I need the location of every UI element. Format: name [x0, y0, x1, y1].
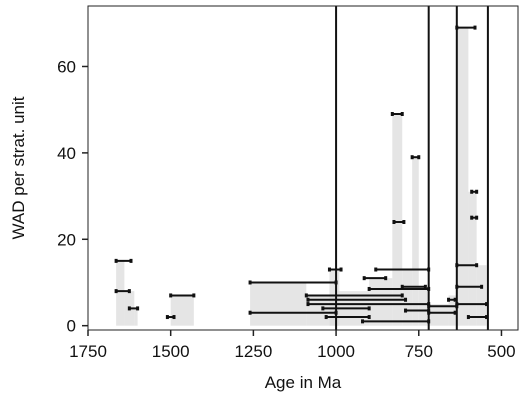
tick-layer: 1750 1500 1250 1000 750 500 0 20 40 60	[57, 57, 516, 361]
y-tick-label: 40	[57, 144, 76, 163]
interval-cap	[306, 302, 310, 307]
interval-cap	[400, 112, 404, 116]
shade-bar	[392, 114, 403, 326]
interval-cap	[455, 304, 459, 309]
x-tick-label: 500	[487, 342, 515, 361]
interval-cap	[475, 263, 479, 268]
interval-cap	[427, 308, 431, 313]
shade-bar	[329, 269, 340, 326]
interval-cap	[367, 315, 371, 320]
shade-bar	[468, 191, 477, 326]
shade-bar	[418, 286, 429, 326]
interval-cap	[402, 220, 406, 224]
interval-cap	[475, 189, 479, 194]
interval-cap	[339, 267, 343, 272]
interval-cap	[485, 315, 489, 320]
interval-cap	[390, 112, 394, 116]
interval-cap	[427, 286, 431, 291]
y-tick-label: 20	[57, 230, 76, 249]
interval-cap	[304, 293, 308, 298]
interval-cap	[306, 297, 310, 302]
interval-cap	[327, 267, 331, 272]
interval-cap	[453, 297, 457, 302]
shade-bar	[369, 278, 393, 326]
interval-cap	[447, 297, 451, 302]
x-tick-label: 750	[405, 342, 433, 361]
x-tick-label: 1500	[152, 342, 190, 361]
interval-cap	[427, 267, 431, 272]
interval-cap	[455, 284, 459, 289]
interval-cap	[473, 25, 477, 30]
interval-cap	[172, 315, 176, 320]
shade-bar	[170, 295, 194, 326]
interval-cap	[114, 289, 118, 294]
interval-cap	[417, 155, 421, 160]
y-tick-label: 0	[67, 317, 76, 336]
interval-cap	[334, 310, 338, 315]
interval-cap	[485, 302, 489, 307]
interval-layer	[114, 25, 489, 324]
interval-cap	[453, 310, 457, 315]
x-tick-label: 1750	[69, 342, 107, 361]
interval-cap	[400, 284, 404, 289]
interval-cap	[362, 276, 366, 281]
shade-bar	[402, 269, 413, 326]
interval-cap	[427, 304, 431, 309]
interval-cap	[480, 284, 484, 289]
y-tick-label: 60	[57, 57, 76, 76]
interval-cap	[127, 289, 131, 294]
shade-bar	[476, 265, 487, 326]
interval-cap	[470, 215, 474, 220]
shade-bar	[448, 295, 457, 326]
interval-cap	[324, 315, 328, 320]
interval-cap	[165, 315, 169, 320]
interval-cap	[466, 315, 470, 320]
interval-cap	[384, 276, 388, 281]
interval-cap	[248, 280, 252, 285]
x-tick-label: 1250	[234, 342, 272, 361]
shade-bar	[134, 308, 138, 326]
interval-cap	[470, 189, 474, 194]
shade-bar	[250, 282, 307, 326]
interval-cap	[455, 302, 459, 307]
interval-cap	[248, 310, 252, 315]
interval-cap	[114, 258, 118, 263]
interval-cap	[427, 310, 431, 315]
y-axis-label: WAD per strat. unit	[9, 96, 28, 239]
interval-cap	[374, 267, 378, 272]
interval-cap	[404, 308, 408, 313]
interval-cap	[367, 306, 371, 311]
interval-cap	[334, 280, 338, 285]
interval-cap	[400, 293, 404, 298]
interval-cap	[455, 263, 459, 268]
interval-cap	[136, 306, 140, 311]
interval-cap	[392, 220, 396, 224]
interval-cap	[129, 258, 133, 263]
plot-frame	[87, 5, 519, 331]
x-tick-label: 1000	[317, 342, 355, 361]
shade-bar	[412, 157, 419, 326]
interval-cap	[410, 155, 414, 160]
shade-layer	[116, 27, 487, 326]
interval-cap	[321, 306, 325, 311]
interval-cap	[361, 319, 365, 324]
x-axis-label: Age in Ma	[265, 373, 342, 392]
vertical-lines-layer	[335, 6, 489, 330]
shade-bar	[116, 260, 125, 326]
interval-cap	[423, 284, 427, 289]
interval-cap	[192, 293, 196, 298]
interval-cap	[427, 302, 431, 307]
interval-cap	[427, 319, 431, 324]
interval-cap	[169, 293, 173, 298]
shade-bar	[428, 304, 449, 326]
interval-cap	[367, 286, 371, 291]
interval-cap	[404, 297, 408, 302]
shade-bar	[456, 27, 469, 326]
interval-cap	[455, 25, 459, 30]
interval-cap	[475, 215, 479, 220]
interval-cap	[127, 306, 131, 311]
